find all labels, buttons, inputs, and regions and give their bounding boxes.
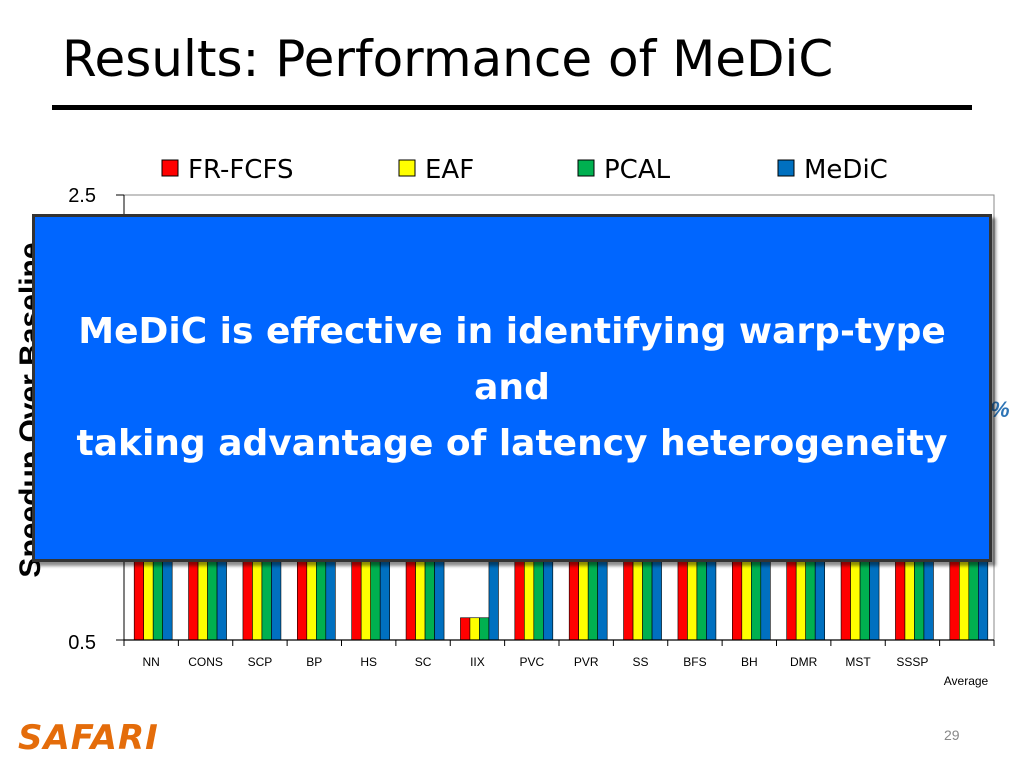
bar-fr-fcfs (460, 617, 471, 641)
partial-percent-label: % (990, 397, 1010, 422)
x-tick-label: PVC (519, 655, 544, 669)
page-number: 29 (944, 727, 960, 743)
x-tick-label: MST (845, 655, 871, 669)
x-tick-label: BFS (683, 655, 706, 669)
x-tick-label: NN (143, 655, 160, 669)
x-tick-label: IIX (470, 655, 485, 669)
x-tick-label: PVR (574, 655, 599, 669)
bar-eaf (469, 617, 480, 641)
x-tick-label: HS (360, 655, 377, 669)
callout-text: MeDiC is effective in identifying warp-t… (52, 304, 972, 472)
x-tick-label: SSSP (896, 655, 928, 669)
legend-label-fr-fcfs: FR-FCFS (188, 155, 293, 185)
legend-swatch-eaf (398, 159, 416, 177)
safari-logo: SAFARI (18, 718, 159, 758)
y-tick-label: 2.5 (68, 185, 96, 207)
callout-box: MeDiC is effective in identifying warp-t… (32, 214, 992, 562)
x-tick-label: SS (633, 655, 649, 669)
x-tick-label: BH (741, 655, 758, 669)
callout-line-2: taking advantage of latency heterogeneit… (76, 423, 948, 464)
legend-label-eaf: EAF (425, 155, 474, 185)
x-tick-label: SC (415, 655, 432, 669)
x-tick-label: DMR (790, 655, 818, 669)
legend-swatch-medic (777, 159, 795, 177)
callout-line-1: MeDiC is effective in identifying warp-t… (78, 311, 946, 408)
y-tick-label: 0.5 (68, 632, 96, 654)
title-underline (52, 105, 972, 110)
legend-label-medic: MeDiC (804, 155, 888, 185)
x-tick-label: Average (944, 674, 989, 688)
slide-title: Results: Performance of MeDiC (62, 30, 834, 88)
bar-pcal (479, 617, 490, 641)
x-tick-label: SCP (248, 655, 273, 669)
legend-swatch-pcal (577, 159, 595, 177)
x-tick-label: BP (306, 655, 322, 669)
legend-label-pcal: PCAL (604, 155, 671, 185)
legend-swatch-fr-fcfs (161, 159, 179, 177)
x-tick-label: CONS (188, 655, 223, 669)
